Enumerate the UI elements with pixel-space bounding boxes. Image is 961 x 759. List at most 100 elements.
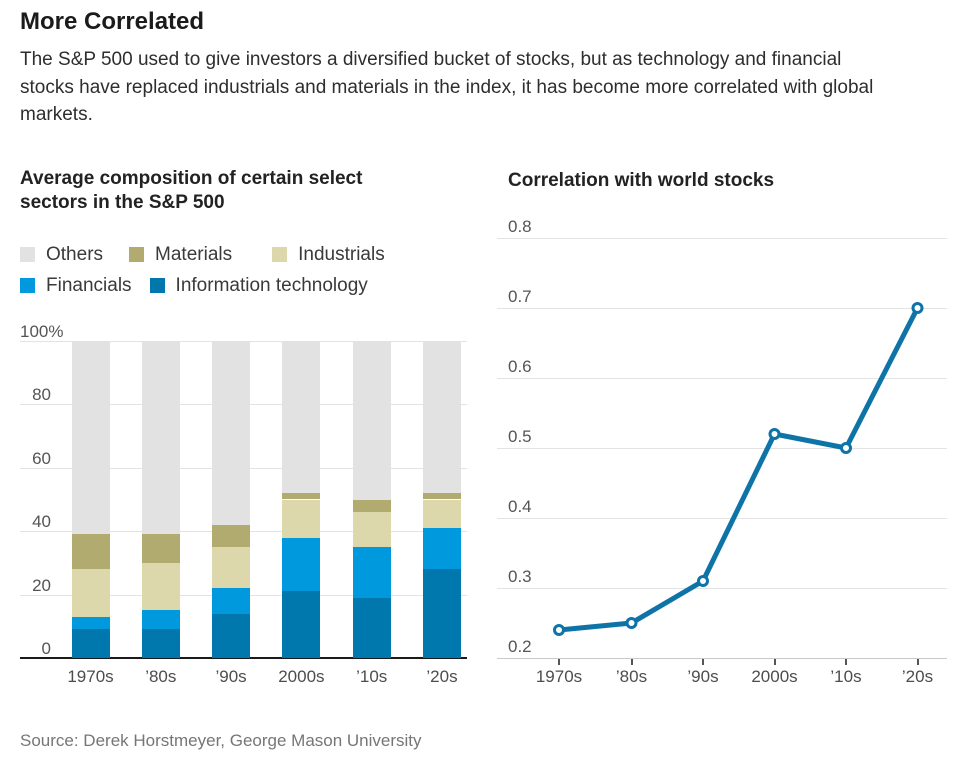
legend-swatch-others: [20, 247, 35, 262]
data-point-marker: ’80s: 0.25: [625, 617, 638, 629]
bar-y-tick-label: 100%: [20, 322, 64, 341]
legend-swatch-materials: [129, 247, 145, 262]
legend-swatch-infotech: [149, 278, 165, 293]
bar-segment-financials: [212, 588, 251, 614]
line-x-tick-mark: [916, 659, 919, 665]
bar-x-tick-label: 1970s: [67, 667, 114, 686]
line-gridline: [497, 658, 947, 659]
bar-segment-materials: [141, 534, 180, 563]
bar-segment-infotech: [71, 629, 110, 658]
bar-segment-financials: [282, 537, 321, 592]
bar-segment-others: [423, 341, 461, 494]
bar-segment-infotech: [423, 569, 461, 658]
line-y-tick-label: 0.7: [508, 287, 532, 306]
bar-segment-others: [212, 341, 251, 525]
bar-segment-infotech: [282, 591, 321, 658]
bar-segment-materials: [71, 534, 110, 570]
data-point-marker: 1970s: 0.24: [553, 624, 565, 636]
bar-segment-materials: [212, 524, 251, 548]
legend-label: Industrials: [298, 243, 385, 265]
bar-segment-infotech: [352, 597, 391, 658]
bar-segment-industrials: [212, 547, 251, 589]
line-gridline: [497, 518, 947, 519]
line-gridline: [497, 238, 947, 239]
data-point-marker: ’90s: 0.31: [697, 575, 709, 587]
data-point-marker: 2000s: 0.52: [768, 428, 781, 440]
bar-segment-materials: [282, 493, 321, 500]
legend-item-industrials: Industrials: [272, 244, 385, 266]
bar-y-tick-label: 60: [32, 448, 51, 468]
bar-segment-industrials: [352, 512, 391, 548]
line-x-tick-label: 2000s: [751, 667, 798, 686]
legend-item-financials: Financials: [20, 275, 132, 297]
bar-segment-industrials: [141, 562, 180, 611]
legend-label: Financials: [46, 274, 132, 296]
legend-swatch-industrials: [272, 247, 288, 262]
line-y-tick-label: 0.6: [508, 357, 532, 376]
legend-label: Information technology: [175, 274, 368, 296]
page-title: More Correlated: [20, 8, 205, 35]
bar-segment-industrials: [71, 569, 110, 617]
line-x-tick-mark: [702, 659, 704, 665]
legend-item-materials: Materials: [129, 244, 232, 266]
line-gridline: [497, 378, 947, 379]
line-x-tick-label: ’20s: [901, 667, 934, 686]
line-chart-title: Correlation with world stocks: [508, 170, 775, 191]
bar-segment-industrials: [423, 499, 461, 529]
bar-y-tick-label: 20: [32, 575, 51, 595]
bar-segment-financials: [71, 616, 110, 630]
line-y-tick-label: 0.4: [508, 497, 532, 516]
bar-y-tick-label: 80: [32, 385, 51, 405]
bar-segment-others: [141, 341, 180, 535]
legend-item-others: Others: [20, 244, 103, 266]
line-y-tick-label: 0.3: [508, 567, 532, 586]
bar-segment-financials: [141, 610, 180, 630]
bar-segment-others: [352, 341, 391, 500]
correlation-line: [556, 305, 920, 633]
line-x-tick-mark: [630, 659, 633, 665]
line-x-tick-mark: [558, 659, 560, 665]
bar-x-tick-label: ’90s: [215, 667, 247, 686]
legend-item-infotech: Information technology: [149, 274, 368, 297]
bar-x-tick-label: 2000s: [278, 667, 325, 686]
legend-label: Materials: [155, 243, 233, 265]
bar-x-tick-label: ’10s: [356, 667, 388, 686]
line-y-tick-label: 0.2: [508, 637, 532, 656]
bar-segment-infotech: [212, 613, 251, 658]
bar-segment-materials: [352, 499, 391, 513]
bar-segment-others: [71, 341, 110, 535]
bar-y-tick-label: 40: [32, 512, 51, 532]
bar-segment-infotech: [141, 629, 180, 658]
bar-segment-others: [282, 341, 321, 494]
legend-row: Others Materials Industrials: [20, 243, 385, 266]
line-x-tick-label: ’90s: [687, 667, 719, 686]
legend-label: Others: [46, 243, 104, 265]
line-y-tick-label: 0.8: [508, 217, 532, 236]
legend-row: Financials Information technology: [20, 274, 385, 297]
source-note: Source: Derek Horstmeyer, George Mason U…: [20, 731, 422, 750]
page-subtitle: The S&P 500 used to give investors a div…: [20, 49, 874, 125]
bar-x-tick-label: ’20s: [426, 667, 458, 686]
line-gridline: [497, 308, 947, 309]
bar-segment-financials: [352, 547, 391, 598]
data-point-marker: ’20s: 0.7: [911, 302, 924, 314]
line-x-tick-label: ’80s: [615, 667, 648, 686]
bar-y-tick-label: 0: [41, 639, 51, 658]
line-gridline: [497, 588, 947, 589]
bar-x-axis-line: [20, 657, 467, 659]
line-x-tick-label: 1970s: [535, 667, 583, 686]
bar-segment-financials: [423, 528, 461, 570]
bar-segment-materials: [423, 493, 461, 500]
data-point-marker: ’10s: 0.5: [840, 442, 852, 454]
legend-swatch-financials: [20, 278, 35, 293]
line-x-tick-label: ’10s: [830, 667, 862, 686]
correlation-line-svg: 1970s: 0.24 ’80s: 0.25 ’90s: 0.31 2000s: 0.…: [553, 302, 924, 636]
bar-segment-industrials: [282, 499, 321, 538]
line-gridline: [497, 448, 947, 449]
line-y-tick-label: 0.5: [508, 427, 532, 446]
line-x-tick-mark: [773, 659, 776, 665]
line-x-tick-mark: [845, 659, 847, 665]
bar-chart-legend: Others Materials Industrials Financials Info…: [20, 243, 385, 305]
bar-chart-title: Average composition of certain select se…: [20, 168, 363, 213]
